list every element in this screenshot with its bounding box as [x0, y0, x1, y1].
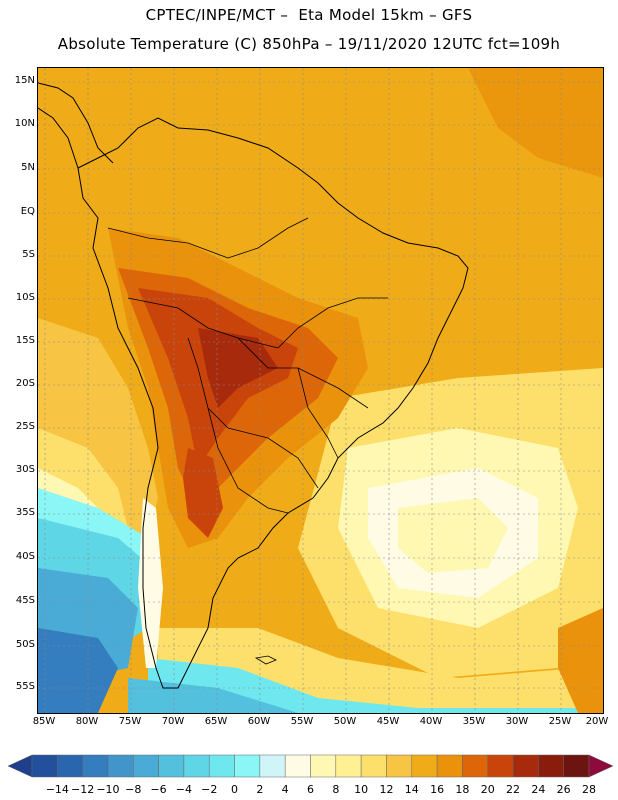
lat-label: 40S — [15, 551, 35, 562]
field-andes-cold — [138, 498, 163, 668]
legend-cell — [436, 754, 463, 778]
field-south-atlantic-4 — [398, 498, 508, 573]
lon-label: 35W — [462, 716, 486, 727]
title-line-1: CPTEC/INPE/MCT – Eta Model 15km – GFS — [145, 6, 473, 24]
lon-label: 40W — [419, 716, 443, 727]
legend-cell — [386, 754, 413, 778]
legend-label: −12 — [71, 783, 95, 796]
country-borders — [107, 217, 388, 514]
lat-label: 5N — [21, 162, 35, 173]
legend-label: 2 — [256, 783, 264, 796]
lat-label: 35S — [15, 507, 35, 518]
legend-cell — [563, 754, 590, 778]
legend-label: 18 — [455, 783, 470, 796]
legend-label: −6 — [150, 783, 167, 796]
color-legend — [8, 754, 613, 778]
legend-label: 24 — [531, 783, 546, 796]
lon-label: 45W — [376, 716, 400, 727]
field-north-atlantic — [468, 68, 603, 178]
legend-label: −8 — [125, 783, 142, 796]
falklands — [254, 655, 277, 665]
lat-label: 20S — [15, 378, 35, 389]
lon-label: 50W — [333, 716, 357, 727]
legend-cell — [588, 754, 613, 778]
legend-cell — [183, 754, 210, 778]
legend-cell — [259, 754, 286, 778]
legend-label: 0 — [231, 783, 239, 796]
legend-label: 16 — [430, 783, 445, 796]
legend-label: 4 — [281, 783, 289, 796]
legend-cell — [284, 754, 311, 778]
legend-cell — [82, 754, 109, 778]
lon-label: 80W — [75, 716, 99, 727]
lat-label: 30S — [15, 464, 35, 475]
lat-label: EQ — [20, 206, 35, 217]
lon-label: 25W — [548, 716, 572, 727]
legend-cell — [8, 754, 33, 778]
lon-label: 20W — [585, 716, 609, 727]
lat-label: 15S — [15, 335, 35, 346]
lat-label: 45S — [15, 595, 35, 606]
lon-label: 60W — [247, 716, 271, 727]
legend-label: 22 — [506, 783, 521, 796]
south-america-coastline — [77, 117, 469, 689]
legend-label: −14 — [45, 783, 69, 796]
legend-cell — [335, 754, 362, 778]
field-far-south-3 — [128, 678, 298, 713]
lat-label: 15N — [14, 75, 35, 86]
lat-label: 10N — [14, 118, 35, 129]
legend-cell — [57, 754, 83, 778]
field-south-pacific-4 — [38, 628, 118, 713]
legend-label: 28 — [582, 783, 596, 796]
legend-cell — [107, 754, 134, 778]
field-continent-4 — [198, 328, 278, 408]
lon-label: 30W — [505, 716, 529, 727]
graticule — [38, 68, 603, 713]
legend-cell — [31, 754, 58, 778]
legend-cell — [411, 754, 438, 778]
lat-label: 55S — [15, 681, 35, 692]
legend-cell — [208, 754, 235, 778]
field-far-south-2 — [148, 658, 603, 713]
lon-label: 55W — [290, 716, 314, 727]
lon-label: 65W — [204, 716, 228, 727]
legend-cell — [538, 754, 564, 778]
legend-label: 14 — [404, 783, 419, 796]
field-andes-hot — [183, 448, 223, 538]
legend-cell — [512, 754, 539, 778]
legend-cell — [360, 754, 387, 778]
legend-label: 20 — [480, 783, 495, 796]
legend-label: 6 — [307, 783, 314, 796]
lat-label: 10S — [15, 292, 35, 303]
lat-label: 50S — [15, 639, 35, 650]
legend-cell — [158, 754, 185, 778]
legend-cell — [487, 754, 514, 778]
lon-label: 85W — [32, 716, 56, 727]
legend-label: 12 — [379, 783, 394, 796]
title-line-2: Absolute Temperature (C) 850hPa – 19/11/… — [57, 35, 561, 53]
legend-cell — [462, 754, 488, 778]
legend-cell — [133, 754, 159, 778]
field-far-south-4 — [558, 608, 603, 713]
lon-label: 70W — [161, 716, 185, 727]
central-america-coastline — [38, 82, 114, 169]
legend-label: 10 — [354, 783, 369, 796]
lon-label: 75W — [118, 716, 142, 727]
legend-label: −2 — [201, 783, 218, 796]
legend-label: 26 — [556, 783, 571, 796]
temperature-map — [37, 67, 604, 714]
legend-cell — [234, 754, 261, 778]
lat-label: 25S — [15, 421, 35, 432]
legend-label: 8 — [332, 783, 340, 796]
legend-cell — [310, 754, 337, 778]
legend-label: −10 — [96, 783, 120, 796]
legend-label: −4 — [175, 783, 193, 796]
lat-label: 5S — [22, 249, 35, 260]
